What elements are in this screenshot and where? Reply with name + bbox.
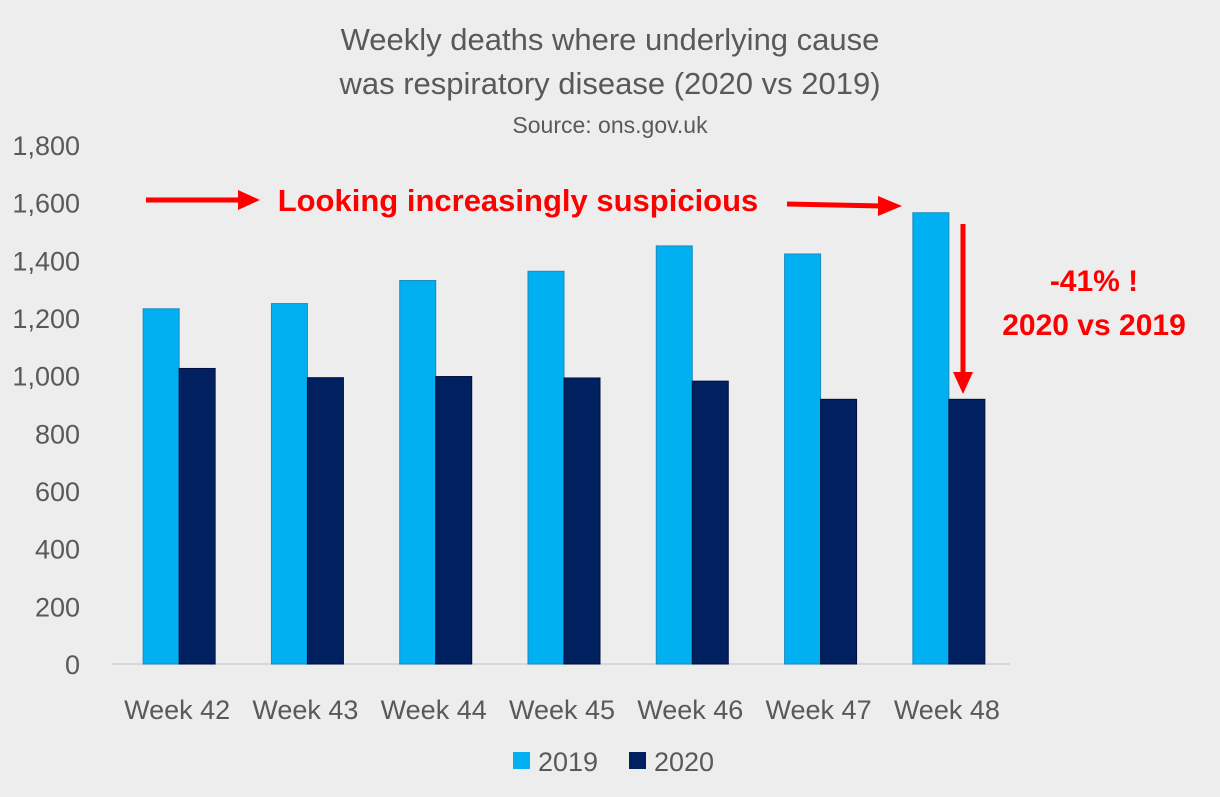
- bars-group: [142, 212, 986, 665]
- legend-label-2019: 2019: [538, 747, 598, 777]
- legend-label-2020: 2020: [654, 747, 714, 777]
- bar-2019-week-43: [270, 303, 308, 665]
- bar-2019-week-48: [912, 212, 950, 665]
- annotation-arrow-left: [146, 190, 260, 210]
- bar-2020-week-42: [178, 367, 216, 665]
- x-tick-label: Week 47: [766, 695, 872, 725]
- bar-2019-week-42: [142, 308, 180, 665]
- x-tick-label: Week 43: [252, 695, 358, 725]
- legend-swatch-2020: [629, 752, 646, 769]
- x-tick-label: Week 42: [124, 695, 230, 725]
- annotation-comparison: 2020 vs 2019: [1002, 309, 1186, 342]
- chart-subtitle: Source: ons.gov.uk: [512, 112, 708, 138]
- x-tick-label: Week 44: [381, 695, 487, 725]
- annotation-banner: Looking increasingly suspicious: [278, 183, 759, 218]
- bar-2020-week-46: [691, 380, 729, 665]
- bar-2020-week-43: [306, 377, 344, 665]
- bar-2019-week-46: [655, 245, 693, 665]
- y-tick-label: 1,000: [12, 362, 80, 392]
- x-tick-label: Week 46: [637, 695, 743, 725]
- bar-2020-week-45: [563, 377, 601, 665]
- annotation-arrow-right: [786, 196, 902, 216]
- bar-2020-week-48: [948, 398, 986, 665]
- annotation-arrow-down: [953, 224, 973, 394]
- bar-2020-week-44: [435, 376, 473, 665]
- annotation-percent-change: -41% !: [1050, 265, 1138, 298]
- x-axis: Week 42 Week 43 Week 44 Week 45 Week 46 Week …: [124, 695, 1000, 725]
- legend: 2019 2020: [513, 747, 714, 777]
- y-tick-label: 1,200: [12, 304, 80, 334]
- bar-2019-week-44: [399, 280, 437, 665]
- y-tick-label: 600: [35, 477, 80, 507]
- y-tick-label: 1,800: [12, 131, 80, 161]
- bar-2020-week-47: [820, 398, 858, 665]
- y-tick-label: 0: [65, 650, 80, 680]
- bar-2019-week-45: [527, 270, 565, 665]
- chart-title-line1: Weekly deaths where underlying cause: [341, 22, 880, 57]
- y-tick-label: 200: [35, 592, 80, 622]
- bar-2019-week-47: [784, 253, 822, 665]
- y-axis: 0 200 400 600 800 1,000 1,200 1,400 1,600 1,800: [12, 131, 80, 680]
- legend-swatch-2019: [513, 752, 530, 769]
- x-tick-label: Week 45: [509, 695, 615, 725]
- x-tick-label: Week 48: [894, 695, 1000, 725]
- chart-title-line2: was respiratory disease (2020 vs 2019): [338, 66, 880, 101]
- y-tick-label: 1,600: [12, 189, 80, 219]
- y-tick-label: 800: [35, 419, 80, 449]
- y-tick-label: 1,400: [12, 246, 80, 276]
- y-tick-label: 400: [35, 535, 80, 565]
